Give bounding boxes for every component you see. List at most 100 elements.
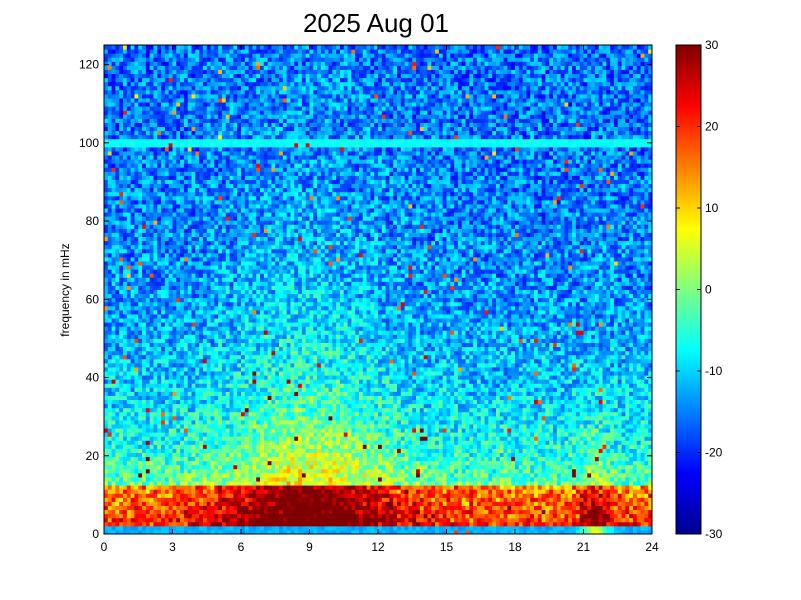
spectrogram-cell [165,265,169,270]
spectrogram-cell [226,257,230,262]
spectrogram-cell [199,440,203,445]
spectrogram-cell [104,318,108,323]
spectrogram-cell [119,78,123,83]
spectrogram-cell [119,306,123,311]
spectrogram-cell [260,485,264,490]
spectrogram-cell [192,175,196,180]
spectrogram-cell [199,514,203,519]
spectrogram-cell [222,400,226,405]
spectrogram-cell [192,440,196,445]
spectrogram-cell [176,522,180,527]
spectrogram-cell [169,90,173,95]
spectrogram-cell [176,261,180,266]
spectrogram-cell [256,131,260,136]
spectrogram-cell [245,391,249,396]
spectrogram-cell [241,69,245,74]
spectrogram-cell [127,302,131,307]
spectrogram-cell [123,102,127,107]
spectrogram-cell [176,510,180,515]
spectrogram-cell [146,465,150,470]
spectrogram-cell [150,359,154,364]
spectrogram-cell [123,69,127,74]
spectrogram-cell [123,228,127,233]
spectrogram-cell [245,526,249,531]
spectrogram-cell [233,143,237,148]
spectrogram-cell [252,477,256,482]
spectrogram-cell [104,98,108,103]
spectrogram-cell [252,473,256,478]
spectrogram-cell [188,322,192,327]
spectrogram-cell [222,306,226,311]
spectrogram-cell [157,196,161,201]
spectrogram-cell [184,363,188,368]
spectrogram-cell [195,428,199,433]
spectrogram-cell [245,241,249,246]
spectrogram-cell [131,342,135,347]
spectrogram-cell [218,65,222,70]
spectrogram-cell [104,412,108,417]
spectrogram-cell [142,122,146,127]
spectrogram-cell [249,518,253,523]
spectrogram-cell [233,102,237,107]
spectrogram-cell [195,505,199,510]
spectrogram-cell [157,204,161,209]
spectrogram-cell [184,359,188,364]
spectrogram-cell [237,310,241,315]
spectrogram-cell [115,65,119,70]
spectrogram-cell [214,347,218,352]
spectrogram-cell [237,461,241,466]
spectrogram-cell [123,139,127,144]
spectrogram-cell [226,61,230,66]
spectrogram-cell [146,74,150,79]
spectrogram-cell [142,184,146,189]
spectrogram-cell [226,334,230,339]
spectrogram-cell [108,269,112,274]
spectrogram-cell [134,436,138,441]
spectrogram-cell [188,188,192,193]
spectrogram-cell [256,212,260,217]
spectrogram-cell [146,127,150,132]
spectrogram-cell [260,469,264,474]
spectrogram-cell [108,135,112,140]
spectrogram-cell [256,416,260,421]
spectrogram-cell [203,318,207,323]
spectrogram-cell [104,489,108,494]
spectrogram-cell [260,424,264,429]
spectrogram-cell [199,322,203,327]
spectrogram-cell [195,448,199,453]
spectrogram-cell [195,347,199,352]
spectrogram-cell [176,326,180,331]
spectrogram-cell [115,135,119,140]
spectrogram-cell [207,53,211,58]
spectrogram-cell [188,110,192,115]
spectrogram-cell [237,302,241,307]
spectrogram-cell [131,330,135,335]
spectrogram-cell [108,285,112,290]
spectrogram-cell [127,465,131,470]
spectrogram-cell [131,53,135,58]
spectrogram-cell [134,69,138,74]
spectrogram-cell [222,444,226,449]
spectrogram-cell [188,489,192,494]
spectrogram-cell [169,379,173,384]
spectrogram-cell [214,461,218,466]
spectrogram-cell [256,318,260,323]
spectrogram-cell [112,167,116,172]
spectrogram-cell [131,404,135,409]
spectrogram-cell [184,127,188,132]
spectrogram-cell [134,102,138,107]
spectrogram-cell [115,416,119,421]
spectrogram-cell [123,49,127,54]
spectrogram-cell [245,457,249,462]
spectrogram-cell [180,469,184,474]
spectrogram-cell [188,404,192,409]
spectrogram-cell [165,391,169,396]
spectrogram-cell [218,237,222,242]
spectrogram-cell [131,273,135,278]
spectrogram-cell [112,212,116,217]
spectrogram-cell [218,310,222,315]
spectrogram-cell [188,155,192,160]
spectrogram-cell [176,212,180,217]
spectrogram-cell [233,355,237,360]
spectrogram-cell [249,497,253,502]
